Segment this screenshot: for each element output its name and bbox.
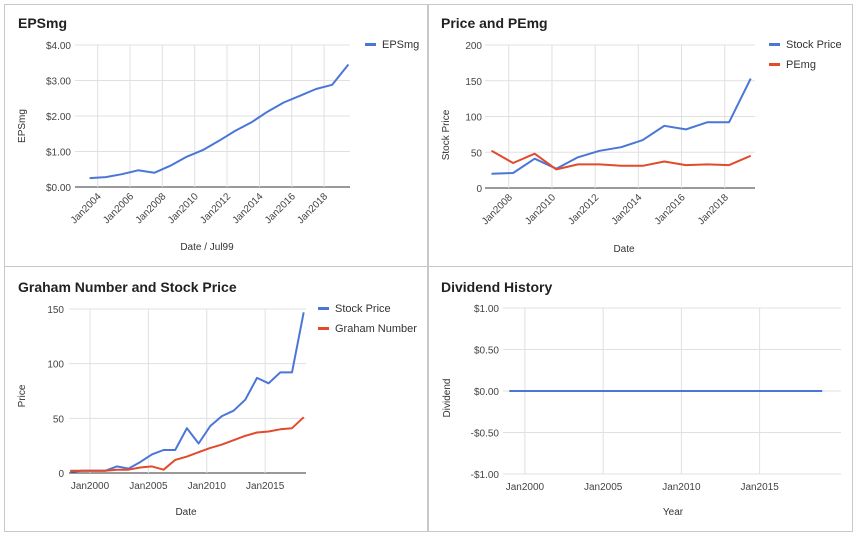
graham-chart-panel: Graham Number and Stock Price 0 50 100 150 J…: [4, 266, 428, 532]
legend-swatch: [318, 327, 329, 330]
y-tick-label: $2.00: [46, 112, 71, 123]
x-tick-label: Jan2008: [134, 191, 169, 226]
x-tick-label: Jan2012: [198, 191, 233, 226]
x-tick-label: Jan2010: [523, 192, 558, 227]
y-tick-label: $0.50: [474, 346, 499, 357]
x-tick-label: Jan2015: [246, 481, 285, 492]
y-axis-label: EPSmg: [17, 109, 28, 143]
y-axis-label: Dividend: [442, 379, 453, 418]
eps-chart-panel: EPSmg $0.00 $1.00 $2.00 $3.00 $4.00 Jan2004 Ja…: [4, 4, 428, 267]
x-axis-label: Date: [613, 244, 635, 255]
x-tick-label: Jan2015: [740, 482, 779, 493]
legend-swatch: [318, 307, 329, 310]
chart-title: Dividend History: [441, 279, 552, 295]
x-tick-label: Jan2006: [101, 191, 136, 226]
x-axis-label: Date: [175, 507, 197, 518]
x-tick-label: Jan2010: [188, 481, 227, 492]
dividend-chart-panel: Dividend History -$1.00 -$0.50 $0.00 $0.50 $…: [428, 266, 853, 532]
x-tick-label: Jan2000: [71, 481, 110, 492]
x-tick-label: Jan2004: [69, 191, 104, 226]
x-tick-label: Jan2005: [584, 482, 623, 493]
x-tick-label: Jan2005: [129, 481, 168, 492]
x-tick-label: Jan2016: [653, 192, 688, 227]
chart-title: EPSmg: [18, 15, 67, 31]
x-tick-label: Jan2014: [610, 192, 645, 227]
x-tick-label: Jan2008: [480, 192, 515, 227]
stock-price-series-line: [70, 312, 305, 473]
dividend-chart: Dividend History -$1.00 -$0.50 $0.00 $0.50 $…: [441, 279, 841, 518]
x-tick-label: Jan2018: [295, 191, 330, 226]
y-tick-label: 0: [476, 184, 482, 195]
y-axis-label: Stock Price: [441, 109, 452, 160]
y-tick-label: 200: [465, 41, 482, 52]
x-tick-label: Jan2018: [696, 192, 731, 227]
legend-label: PEmg: [786, 59, 816, 71]
legend-label: EPSmg: [382, 39, 419, 51]
stock-price-series-line: [491, 78, 752, 175]
legend-label: Stock Price: [335, 303, 391, 315]
x-tick-label: Jan2000: [506, 482, 545, 493]
y-tick-label: 50: [471, 148, 483, 159]
y-tick-label: 100: [47, 360, 64, 371]
y-tick-label: $0.00: [474, 387, 499, 398]
y-tick-label: $1.00: [46, 148, 71, 159]
x-tick-label: Jan2010: [662, 482, 701, 493]
y-tick-label: $3.00: [46, 77, 71, 88]
y-tick-label: 100: [465, 113, 482, 124]
legend-label: Stock Price: [786, 39, 842, 51]
price-pe-chart-panel: Price and PEmg 0 50 100 150 200 Jan2008 Jan201…: [428, 4, 853, 267]
y-tick-label: $0.00: [46, 183, 71, 194]
y-axis-label: Price: [17, 384, 28, 407]
x-axis-label: Date / Jul99: [180, 242, 234, 253]
chart-title: Graham Number and Stock Price: [18, 279, 237, 295]
y-tick-label: 50: [53, 414, 65, 425]
legend-label: Graham Number: [335, 323, 417, 335]
chart-title: Price and PEmg: [441, 15, 548, 31]
x-tick-label: Jan2012: [566, 192, 601, 227]
graham-chart: Graham Number and Stock Price 0 50 100 150 J…: [17, 279, 417, 518]
pemg-series-line: [491, 149, 752, 171]
y-tick-label: $4.00: [46, 41, 71, 52]
y-tick-label: -$0.50: [471, 429, 500, 440]
x-tick-label: Jan2016: [263, 191, 298, 226]
graham-number-series-line: [70, 416, 305, 472]
y-tick-label: 150: [465, 77, 482, 88]
x-axis-label: Year: [663, 507, 684, 518]
x-tick-label: Jan2010: [166, 191, 201, 226]
y-tick-label: $1.00: [474, 304, 499, 315]
y-tick-label: 150: [47, 305, 64, 316]
x-tick-label: Jan2014: [231, 191, 266, 226]
y-tick-label: 0: [58, 469, 64, 480]
legend-swatch: [365, 43, 376, 46]
eps-chart: EPSmg $0.00$1.00$2.00$3.00$4.00Jan2004Ja…: [17, 15, 419, 253]
legend-swatch: [769, 43, 780, 46]
legend-swatch: [769, 63, 780, 66]
epsmg-series-line: [89, 63, 350, 180]
y-tick-label: -$1.00: [471, 470, 500, 481]
